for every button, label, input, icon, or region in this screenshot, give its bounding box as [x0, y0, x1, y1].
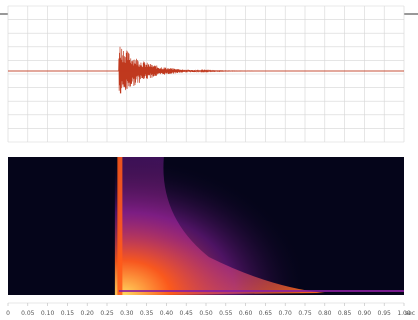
spectrogram-panel: [8, 157, 404, 295]
x-tick-label: 0.60: [239, 310, 253, 317]
x-tick-label: 0.35: [140, 310, 154, 317]
x-tick-label: 0.05: [21, 310, 35, 317]
x-tick-label: 0.45: [180, 310, 194, 317]
spectrogram-low-band: [118, 290, 404, 292]
x-tick-label: 0.75: [298, 310, 312, 317]
x-tick-label: 0.15: [61, 310, 75, 317]
x-ticks: [7, 303, 405, 306]
x-tick-label: 0.80: [318, 310, 332, 317]
x-tick-label: 0.85: [338, 310, 352, 317]
spectrogram-onset-glow: [114, 157, 301, 295]
x-axis-unit-label: sec: [405, 310, 415, 317]
x-tick-labels: 0 0.05 0.10 0.15 0.20 0.25 0.30 0.35 0.40 0.45 0.5…: [6, 310, 411, 317]
x-tick-label: 0.30: [120, 310, 134, 317]
x-axis: 0 0.05 0.10 0.15 0.20 0.25 0.30 0.35 0.40 0.45 0.5…: [6, 302, 415, 317]
x-tick-label: 0.25: [100, 310, 114, 317]
x-tick-label: 0.90: [358, 310, 372, 317]
x-tick-label: 0.20: [81, 310, 95, 317]
spectrogram-energy: [114, 157, 404, 295]
waveform-grid: [7, 5, 405, 143]
x-tick-label: 0.65: [259, 310, 273, 317]
x-tick-label: 0: [6, 310, 10, 317]
x-tick-label: 0.70: [279, 310, 293, 317]
x-tick-label: 0.95: [378, 310, 392, 317]
waveform-panel: [7, 5, 405, 143]
x-tick-label: 0.40: [160, 310, 174, 317]
x-tick-label: 1.00: [397, 310, 411, 317]
x-tick-label: 0.10: [41, 310, 55, 317]
x-tick-label: 0.50: [199, 310, 213, 317]
spectrogram-onset-column: [117, 157, 123, 295]
x-tick-label: 0.55: [219, 310, 233, 317]
